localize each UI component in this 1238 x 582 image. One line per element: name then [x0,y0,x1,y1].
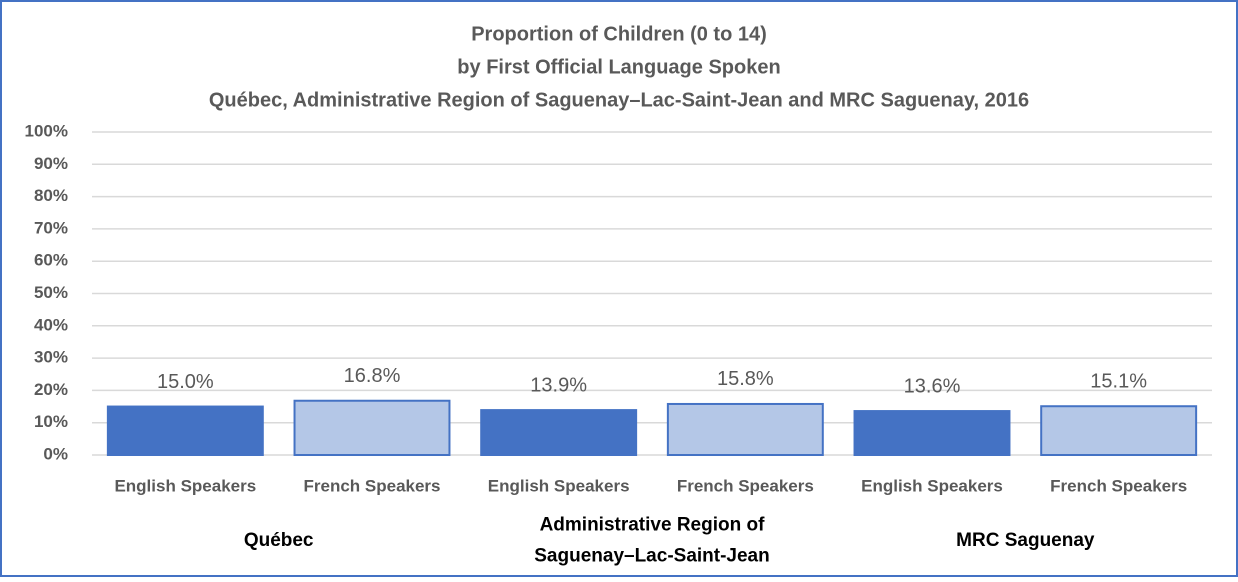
x-tick-label: English Speakers [861,476,1003,495]
y-tick-label: 100% [25,121,68,140]
y-tick-label: 80% [34,186,68,205]
x-tick-label: English Speakers [488,476,630,495]
x-tick-label: French Speakers [677,476,814,495]
y-tick-label: 50% [34,283,68,302]
x-tick-label: French Speakers [303,476,440,495]
y-tick-label: 60% [34,251,68,270]
value-label: 13.9% [530,374,587,396]
chart-title: Proportion of Children (0 to 14) [471,23,767,45]
bar [1040,405,1198,456]
bar [106,405,264,456]
bar [293,399,451,456]
value-label: 15.8% [717,368,774,390]
y-tick-label: 20% [34,380,68,399]
y-tick-label: 30% [34,348,68,367]
bar [666,402,824,457]
chart-title: by First Official Language Spoken [457,56,780,78]
y-tick-label: 10% [34,412,68,431]
chart-title: Québec, Administrative Region of Saguena… [209,89,1029,111]
y-tick-label: 40% [34,315,68,334]
value-label: 15.1% [1090,371,1147,393]
group-label: Saguenay–Lac-Saint-Jean [534,546,769,567]
value-label: 16.8% [344,365,401,387]
bar [853,410,1011,456]
value-label: 15.0% [157,371,214,393]
value-label: 13.6% [904,375,961,397]
y-tick-label: 0% [43,444,68,463]
y-tick-label: 90% [34,154,68,173]
bar [480,409,638,456]
x-tick-label: English Speakers [114,476,256,495]
x-tick-label: French Speakers [1050,476,1187,495]
group-label: Administrative Region of [540,515,766,536]
y-tick-label: 70% [34,218,68,237]
group-label: MRC Saguenay [956,530,1095,551]
group-label: Québec [244,530,314,551]
